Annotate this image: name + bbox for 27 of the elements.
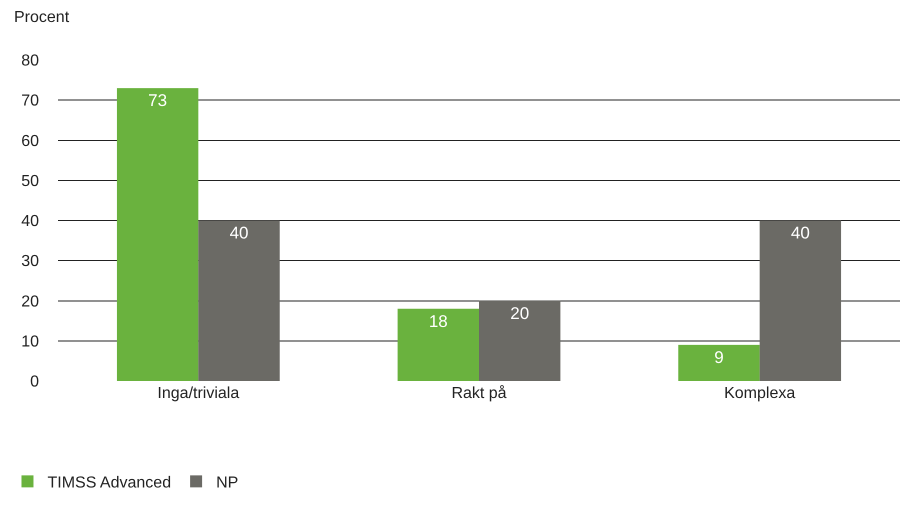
y-tick-label: 30: [21, 253, 40, 270]
x-tick-label: Komplexa: [724, 385, 796, 402]
y-tick-label: 80: [21, 52, 40, 70]
bar: [760, 220, 842, 381]
bar: [398, 308, 479, 381]
bar: [116, 88, 198, 381]
data-label: 20: [510, 304, 530, 323]
legend-label: NP: [216, 474, 238, 492]
y-tick-label: 20: [21, 293, 40, 310]
data-label: 18: [428, 312, 448, 331]
y-tick-label: 50: [21, 172, 40, 190]
data-label: 40: [230, 224, 248, 242]
x-tick-label: Rakt på: [451, 385, 507, 402]
y-tick-label: 70: [21, 92, 40, 110]
bar: [198, 220, 280, 381]
legend-label: TIMSS Advanced: [47, 474, 172, 492]
data-label: 9: [714, 348, 724, 367]
y-tick-label: 60: [21, 132, 40, 150]
y-tick-label: 0: [30, 374, 40, 391]
y-tick-label: 40: [21, 213, 40, 230]
data-label: 40: [790, 224, 810, 242]
y-axis-title: Procent: [14, 9, 70, 26]
x-tick-label: Inga/triviala: [157, 385, 240, 402]
y-tick-label: 10: [21, 333, 40, 350]
bar: [678, 344, 760, 381]
bar: [479, 300, 560, 381]
data-label: 73: [148, 91, 168, 110]
